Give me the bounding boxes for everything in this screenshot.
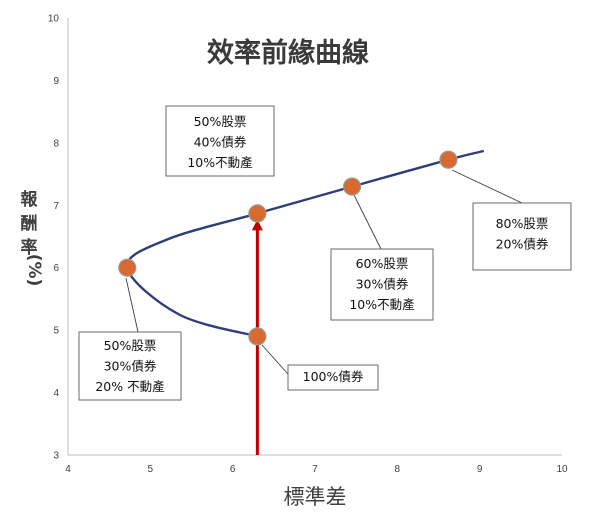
y-tick-label: 8 <box>53 138 59 149</box>
callout-leader <box>451 169 523 204</box>
x-tick-label: 5 <box>148 464 154 475</box>
portfolio-callout: 80%股票 20%債券 <box>472 202 572 271</box>
callout-label: 50%股票 <box>194 114 247 129</box>
x-tick-label: 7 <box>312 464 318 475</box>
callout-box <box>78 331 182 401</box>
data-point <box>118 258 137 277</box>
callout-box <box>287 364 379 391</box>
y-tick-label: 4 <box>53 388 59 399</box>
portfolio-callouts: 50%股票 40%債券 10%不動產 50%股票 30%債券 20% 不動產 100%債券 6… <box>78 105 572 401</box>
callout-label: 10%不動產 <box>187 155 252 170</box>
data-point <box>342 177 362 196</box>
y-axis-label: 報 酬 率 (%) <box>21 189 45 286</box>
x-tick-labels: 4 5 6 7 8 9 10 <box>65 464 568 475</box>
callout-leader-lines <box>125 169 523 375</box>
callout-box <box>165 105 275 177</box>
y-axis-label-char-3: 率 <box>21 237 38 258</box>
x-tick-label: 10 <box>556 464 568 475</box>
callout-leader <box>261 344 289 375</box>
callout-label: 40%債券 <box>194 135 247 150</box>
callout-box <box>472 202 572 271</box>
y-tick-label: 10 <box>48 14 60 25</box>
callout-label: 60%股票 <box>356 256 409 271</box>
callout-label: 20% 不動產 <box>95 379 164 394</box>
arrow-head <box>251 219 263 231</box>
x-tick-label: 8 <box>395 464 401 475</box>
callout-label: 30%債券 <box>356 277 409 292</box>
data-point <box>439 150 458 169</box>
portfolio-callout: 50%股票 40%債券 10%不動產 <box>165 105 275 177</box>
y-tick-label: 7 <box>53 201 59 212</box>
callout-box <box>330 248 434 321</box>
chart-title: 效率前緣曲線 <box>207 37 369 69</box>
y-tick-label: 9 <box>53 76 59 87</box>
efficient-frontier-curve <box>126 149 485 338</box>
y-tick-label: 3 <box>53 451 59 462</box>
portfolio-points <box>118 150 458 346</box>
callout-label: 10%不動產 <box>349 297 414 312</box>
x-axis-label: 標準差 <box>284 485 347 509</box>
callout-label: 20%債券 <box>496 237 549 252</box>
y-tick-label: 6 <box>53 263 59 274</box>
x-tick-label: 4 <box>65 464 71 475</box>
callout-leader <box>125 277 139 333</box>
x-tick-label: 6 <box>230 464 236 475</box>
callout-label: 80%股票 <box>496 216 549 231</box>
x-tick-label: 9 <box>477 464 483 475</box>
data-point <box>248 327 267 346</box>
y-tick-labels: 3 4 5 6 7 8 9 10 <box>48 14 60 462</box>
y-axis-label-char-1: 報 <box>21 189 39 210</box>
y-axis-label-char-2: 酬 <box>21 214 38 234</box>
callout-label: 50%股票 <box>104 338 157 353</box>
callout-label: 30%債券 <box>104 359 157 374</box>
callout-label: 100%債券 <box>303 369 364 384</box>
portfolio-callout: 100%債券 <box>287 364 379 391</box>
y-axis-label-unit: (%) <box>24 254 44 287</box>
data-point <box>248 204 267 223</box>
callout-leader <box>353 194 382 250</box>
portfolio-callout: 60%股票 30%債券 10%不動產 <box>330 248 434 321</box>
portfolio-callout: 50%股票 30%債券 20% 不動產 <box>78 331 182 401</box>
y-tick-label: 5 <box>53 326 59 337</box>
